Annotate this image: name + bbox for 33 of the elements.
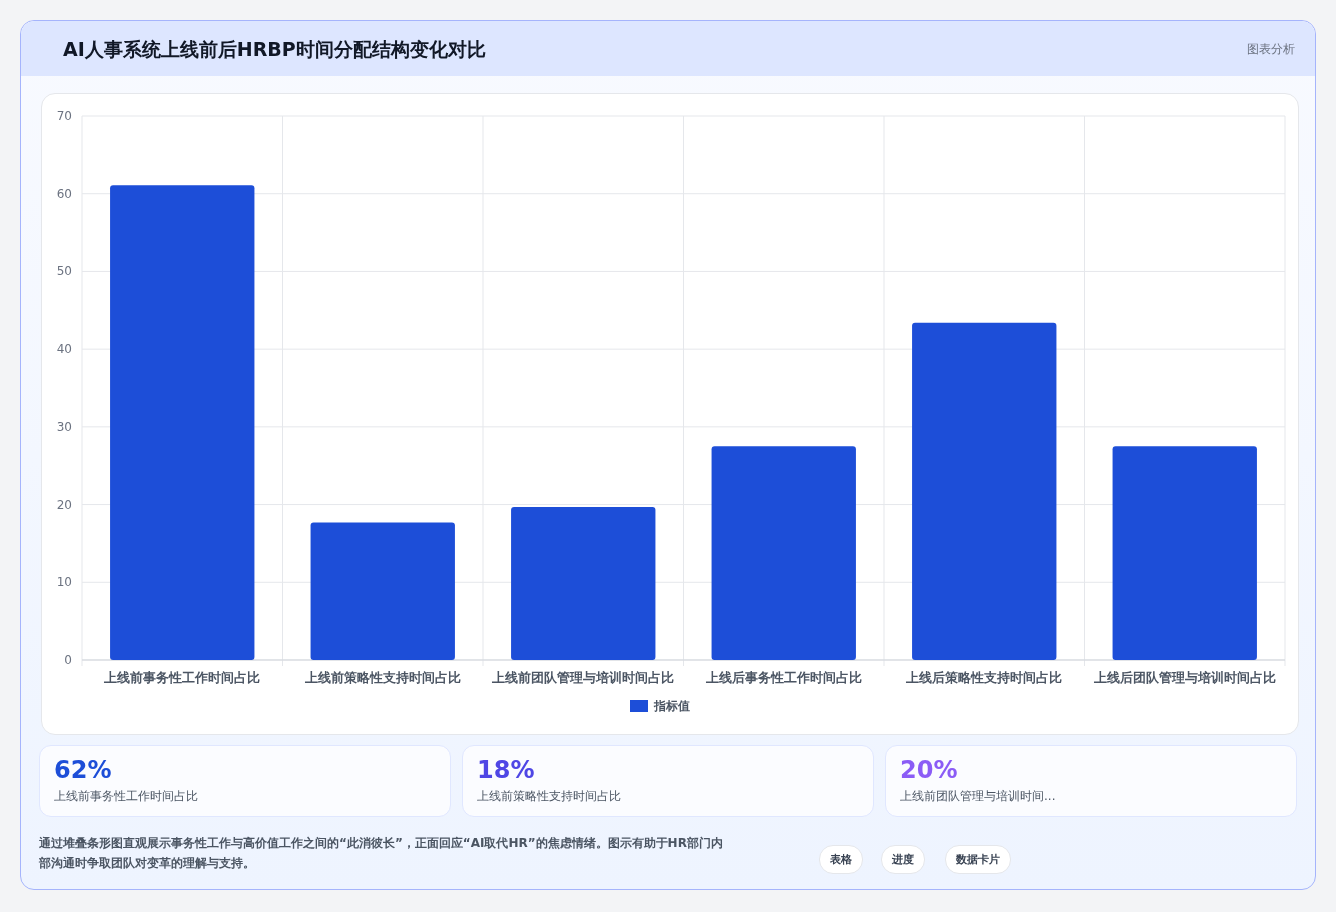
y-tick-label: 0 — [64, 653, 72, 667]
chart-title: AI人事系统上线前后HRBP时间分配结构变化对比 — [63, 37, 486, 62]
y-tick-label: 30 — [56, 419, 72, 434]
bar — [1112, 446, 1257, 660]
text: 62% — [54, 756, 113, 784]
x-tick-label: 上线后策略性支持时间占比 — [905, 670, 1063, 685]
text: 图表分析 — [1247, 41, 1295, 58]
y-tick-label: 70 — [56, 109, 72, 123]
y-tick-label: 10 — [56, 575, 72, 590]
y-tick-label: 60 — [56, 186, 72, 201]
bar — [511, 506, 656, 660]
text: 上线前事务性工作时间占比 — [54, 788, 199, 805]
x-tick-label: 上线前策略性支持时间占比 — [303, 670, 461, 685]
text: 进度 — [881, 845, 925, 874]
text: 表格 — [819, 845, 863, 874]
text: 20% — [900, 756, 959, 784]
x-tick-label: 上线前事务性工作时间占比 — [103, 670, 261, 685]
x-tick-label: 上线后事务性工作时间占比 — [704, 670, 862, 685]
text: 上线前团队管理与培训时间... — [900, 788, 1057, 805]
x-tick-label: 上线后团队管理与培训时间占比 — [1092, 670, 1276, 685]
text: 通过堆叠条形图直观展示事务性工作与高价值工作之间的“此消彼长”，正面回应“AI取代HR”的焦虑情绪。图示有助于HR部门内部沟通时争取团队对变革的理解与支持。 — [39, 835, 724, 872]
y-tick-label: 50 — [56, 264, 72, 279]
bar — [711, 446, 856, 660]
text: 数据卡片 — [945, 845, 1011, 874]
text: 上线前策略性支持时间占比 — [477, 788, 622, 805]
y-tick-label: 20 — [56, 497, 72, 512]
bar — [310, 522, 455, 660]
bar — [912, 322, 1057, 660]
bar — [110, 185, 255, 660]
text: 18% — [477, 756, 536, 784]
x-tick-label: 上线前团队管理与培训时间占比 — [491, 670, 675, 685]
legend-label: 指标值 — [653, 699, 690, 713]
y-tick-label: 40 — [56, 342, 72, 357]
